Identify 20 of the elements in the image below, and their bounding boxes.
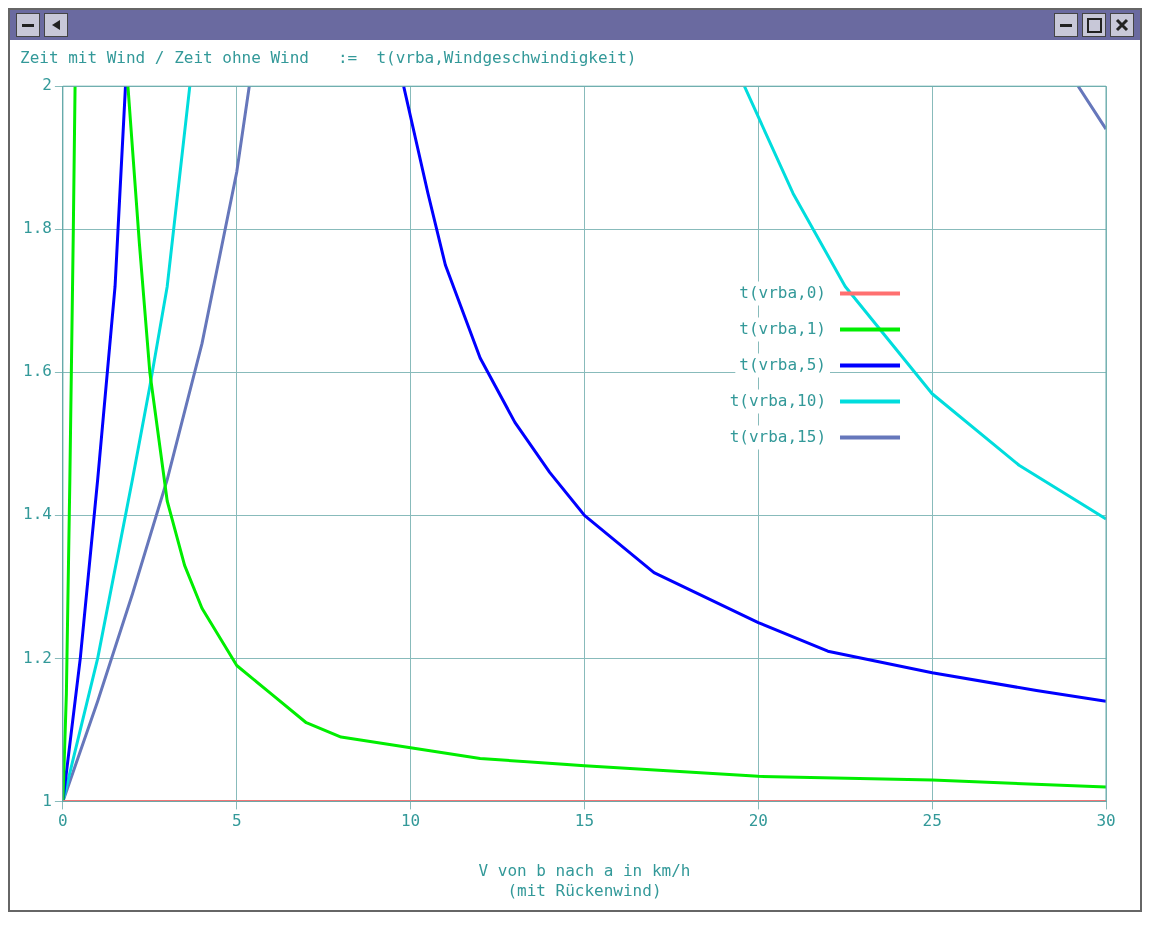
x-tick-label: 5 [231,811,242,831]
legend-label: t(vrba,0) [739,282,827,302]
x-tick-label: 25 [922,811,942,831]
legend-label: t(vrba,5) [739,354,827,374]
x-tick-label: 30 [1096,811,1116,831]
y-tick-label: 2 [42,75,52,95]
x-tick-label: 0 [58,811,68,831]
chart-title: Zeit mit Wind / Zeit ohne Wind := t(vrba,Windgeschwindigkeit) [20,47,637,67]
x-tick-label: 10 [400,811,421,831]
legend-label: t(vrba,1) [739,318,827,338]
x-axis-title: V von b nach a in km/h (mit Rückenwind) [478,861,691,900]
y-tick-label: 1 [42,790,52,810]
y-tick-label: 1.4 [22,504,52,524]
x-tick-label: 15 [574,811,595,831]
y-tick-label: 1.6 [22,361,52,381]
legend-label: t(vrba,10) [729,390,827,410]
legend-label: t(vrba,15) [729,426,827,446]
y-tick-label: 1.2 [22,647,52,667]
y-tick-label: 1.8 [22,218,52,238]
x-tick-label: 20 [748,811,768,831]
